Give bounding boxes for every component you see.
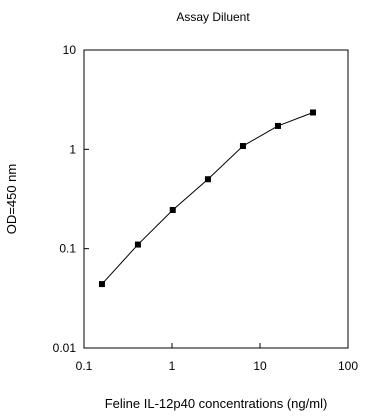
y-tick-label: 0.01 <box>53 341 77 355</box>
data-points <box>98 109 316 288</box>
y-tick-label: 1 <box>69 142 76 156</box>
x-axis-label: Feline IL-12p40 concentrations (ng/ml) <box>105 396 328 411</box>
x-axis: 0.1 1 10 100 <box>76 343 358 373</box>
y-axis: 0.01 0.1 1 10 <box>53 43 89 355</box>
data-point <box>134 241 141 248</box>
y-tick-label: 0.1 <box>59 242 76 256</box>
y-tick-label: 10 <box>63 43 77 57</box>
y-axis-label: OD=450 nm <box>4 164 19 234</box>
x-tick-label: 0.1 <box>76 359 93 373</box>
data-point <box>169 207 176 214</box>
data-point <box>98 281 105 288</box>
plot-frame <box>83 49 349 349</box>
series-line <box>101 112 314 285</box>
x-tick-label: 100 <box>338 359 358 373</box>
data-point <box>274 122 281 129</box>
data-point <box>309 109 316 116</box>
data-point <box>204 176 211 183</box>
chart-title: Assay Diluent <box>176 10 250 24</box>
x-tick-label: 1 <box>169 359 176 373</box>
data-point <box>239 143 246 150</box>
x-tick-label: 10 <box>253 359 267 373</box>
